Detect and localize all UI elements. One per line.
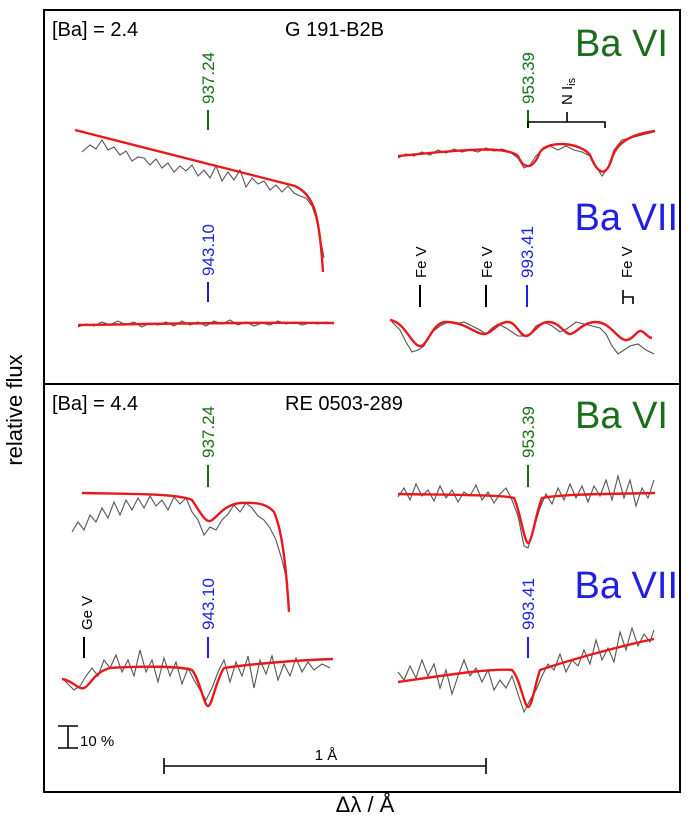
observed-spectrum: [71, 494, 289, 586]
model-spectrum: [397, 637, 655, 709]
other-line-label: Ge V: [79, 596, 96, 630]
line-id-label: 993.41: [518, 226, 537, 278]
line-id-label: 943.10: [199, 578, 218, 630]
panel-re0503: [Ba] = 4.4 RE 0503-289 Ba VI Ba VII 937.…: [52, 393, 678, 774]
line-id-label: 953.39: [519, 52, 538, 104]
model-spectrum: [61, 657, 334, 708]
y-axis-label: relative flux: [2, 354, 27, 465]
other-line-label: N Iis: [559, 77, 578, 105]
flux-scale-bar: [58, 725, 78, 749]
line-id-label: 937.24: [199, 406, 218, 458]
ion-label-ba6: Ba VI: [575, 395, 668, 437]
observed-spectrum: [397, 626, 655, 714]
abundance-label: [Ba] = 2.4: [52, 19, 138, 41]
other-line-label: Fe V: [619, 246, 636, 278]
panel-bottom-frame: [43, 383, 681, 793]
wavelength-scale-bar: [163, 758, 487, 774]
wavelength-scale-label: 1 Å: [315, 747, 338, 764]
ion-label-ba7: Ba VII: [575, 565, 679, 607]
line-id-label: 993.41: [519, 578, 538, 630]
observed-spectrum: [61, 649, 331, 702]
star-name: RE 0503-289: [285, 393, 403, 415]
multiplet-bracket: [622, 290, 634, 304]
model-spectrum: [389, 318, 653, 348]
other-line-label: Fe V: [413, 246, 430, 278]
other-line-label: Fe V: [479, 246, 496, 278]
line-id-label: 937.24: [199, 52, 218, 104]
observed-spectrum: [397, 131, 655, 177]
abundance-label: [Ba] = 4.4: [52, 393, 138, 415]
model-spectrum: [77, 321, 335, 327]
model-spectrum: [397, 491, 656, 545]
model-spectrum: [74, 128, 325, 273]
x-axis-label: Δλ / Å: [336, 792, 395, 817]
line-id-label: 953.39: [519, 406, 538, 458]
ion-label-ba7: Ba VII: [575, 197, 679, 239]
line-id-label: 943.10: [199, 224, 218, 276]
model-spectrum: [81, 491, 291, 613]
observed-spectrum: [391, 321, 655, 355]
observed-spectrum: [81, 138, 325, 259]
star-name: G 191-B2B: [285, 19, 384, 41]
model-spectrum: [397, 129, 656, 173]
flux-scale-label: 10 %: [80, 733, 114, 750]
ion-label-ba6: Ba VI: [575, 23, 668, 65]
observed-spectrum: [397, 473, 655, 549]
panel-g191: [Ba] = 2.4 G 191-B2B Ba VI Ba VII 937.24…: [52, 19, 679, 355]
multiplet-bracket: [527, 112, 606, 128]
